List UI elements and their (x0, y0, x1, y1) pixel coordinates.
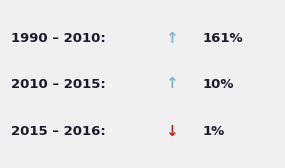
Text: 161%: 161% (202, 32, 243, 45)
Text: 10%: 10% (202, 77, 234, 91)
Text: 2015 – 2016:: 2015 – 2016: (11, 124, 106, 138)
Text: 2010 – 2015:: 2010 – 2015: (11, 77, 106, 91)
Text: ↓: ↓ (165, 123, 177, 139)
Text: ↑: ↑ (165, 76, 177, 92)
Text: ↑: ↑ (165, 31, 177, 46)
Text: 1990 – 2010:: 1990 – 2010: (11, 32, 106, 45)
Text: 1%: 1% (202, 124, 225, 138)
